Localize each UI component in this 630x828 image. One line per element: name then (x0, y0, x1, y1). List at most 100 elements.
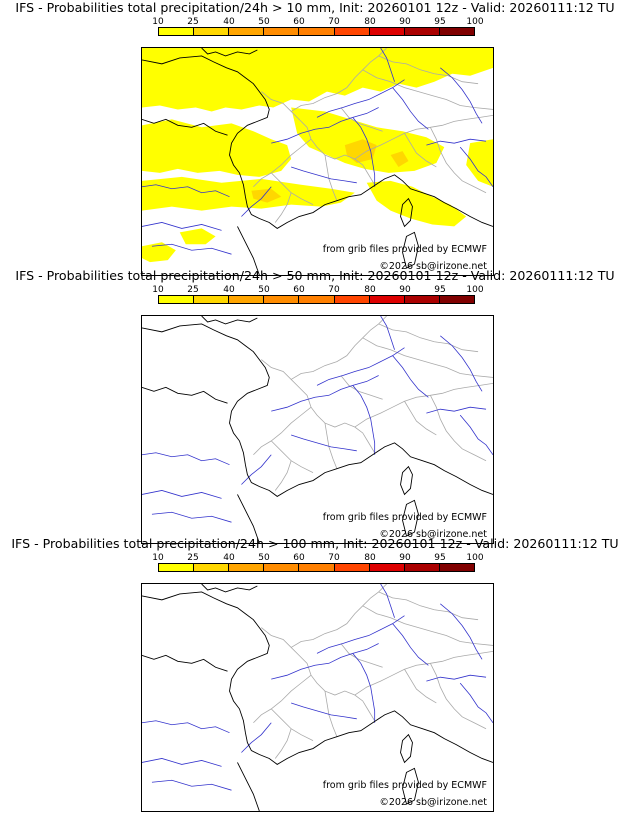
admin-border-10 (274, 192, 292, 223)
river-8 (151, 779, 232, 791)
river-7 (142, 758, 222, 767)
legend-tick: 10 (152, 17, 164, 27)
river-3 (291, 702, 357, 720)
legend-color-swatch (334, 296, 370, 303)
admin-border-1 (290, 48, 387, 112)
river-12 (241, 722, 272, 753)
river-11 (459, 146, 493, 188)
river-0 (271, 375, 379, 412)
admin-border-1 (290, 584, 387, 648)
coastline-1 (142, 386, 228, 404)
river-1 (316, 615, 405, 654)
river-2 (352, 653, 376, 723)
legend-color-swatch (159, 564, 195, 571)
legend-color-swatch (439, 564, 474, 571)
coastline-2 (237, 762, 260, 811)
river-4 (392, 623, 429, 666)
river-1 (316, 347, 405, 386)
admin-border-11 (340, 107, 383, 132)
panel-title: IFS - Probabilities total precipitation/… (15, 268, 615, 283)
legend-tick: 95 (434, 553, 446, 563)
river-8 (151, 511, 232, 523)
legend-tick: 80 (364, 17, 376, 27)
admin-border-9 (404, 401, 437, 436)
river-7 (142, 222, 222, 231)
admin-border-10 (274, 460, 292, 491)
legend-color-swatch (229, 296, 265, 303)
river-0 (271, 643, 379, 680)
rain-area-1 (142, 119, 292, 177)
river-11 (459, 414, 493, 456)
rain-area-4 (366, 180, 467, 227)
river-6 (142, 720, 230, 734)
admin-border-5 (270, 440, 314, 473)
river-0 (271, 107, 379, 144)
coastline-1 (142, 118, 228, 136)
source-credit: from grib files provided by ECMWF (322, 512, 487, 523)
river-3 (291, 166, 357, 184)
island-1 (402, 231, 419, 269)
forecast-panel-10mm: IFS - Probabilities total precipitation/… (0, 0, 630, 276)
legend-tick: 60 (293, 285, 305, 295)
river-3 (291, 434, 357, 452)
river-12 (241, 186, 272, 217)
admin-border-3 (253, 674, 312, 724)
legend-color-swatch (159, 28, 195, 35)
rain-area-2 (142, 176, 355, 211)
coastline-0 (142, 323, 493, 497)
river-4 (392, 355, 429, 398)
legend-tick: 50 (258, 553, 270, 563)
legend-color-swatch (264, 564, 300, 571)
river-5 (440, 335, 483, 392)
legend-ticks: 10 25 40 50 60 70 80 90 95 100 (0, 553, 630, 563)
panel-title: IFS - Probabilities total precipitation/… (11, 536, 619, 551)
legend-tick: 10 (152, 285, 164, 295)
legend-color-swatch (194, 564, 230, 571)
admin-border-10 (274, 728, 292, 759)
legend-color-swatch (369, 296, 405, 303)
island-0 (400, 197, 413, 228)
coastline-2 (237, 494, 260, 543)
legend-tick: 25 (187, 285, 199, 295)
source-credit: from grib files provided by ECMWF (322, 780, 487, 791)
forecast-panel-100mm: IFS - Probabilities total precipitation/… (0, 536, 630, 812)
river-8 (151, 243, 232, 255)
river-10 (380, 584, 395, 618)
river-1 (316, 79, 405, 118)
legend-color-swatch (299, 296, 335, 303)
legend-colorbar (158, 295, 475, 304)
legend-tick: 90 (399, 285, 411, 295)
legend-color-swatch (439, 296, 474, 303)
admin-border-11 (340, 643, 383, 668)
legend-color-swatch (439, 28, 474, 35)
probability-map: from grib files provided by ECMWF ©2026 s… (141, 47, 494, 276)
legend-color-swatch (404, 296, 440, 303)
copyright-credit: ©2026 sb@irizone.net (379, 797, 487, 808)
admin-border-2 (354, 651, 493, 696)
coastline-3 (201, 48, 258, 57)
legend-tick: 100 (466, 553, 484, 563)
legend-tick: 90 (399, 553, 411, 563)
legend-color-swatch (159, 296, 195, 303)
admin-border-8 (430, 127, 487, 194)
admin-border-3 (253, 406, 312, 456)
legend-color-swatch (369, 28, 405, 35)
legend-color-swatch (404, 564, 440, 571)
coastline-2 (237, 226, 260, 275)
admin-border-11 (340, 375, 383, 400)
river-4 (392, 87, 429, 130)
rain-area-6 (142, 242, 176, 263)
legend-colorbar (158, 563, 475, 572)
island-1 (402, 767, 419, 805)
legend-tick: 70 (328, 17, 340, 27)
admin-border-8 (430, 663, 487, 730)
island-0 (400, 733, 413, 764)
legend-color-swatch (369, 564, 405, 571)
river-5 (440, 67, 483, 124)
legend-tick: 70 (328, 285, 340, 295)
legend-tick: 25 (187, 553, 199, 563)
rain-area-8 (201, 48, 242, 64)
legend-color-swatch (334, 564, 370, 571)
legend-color-swatch (299, 28, 335, 35)
coastline-0 (142, 55, 493, 229)
